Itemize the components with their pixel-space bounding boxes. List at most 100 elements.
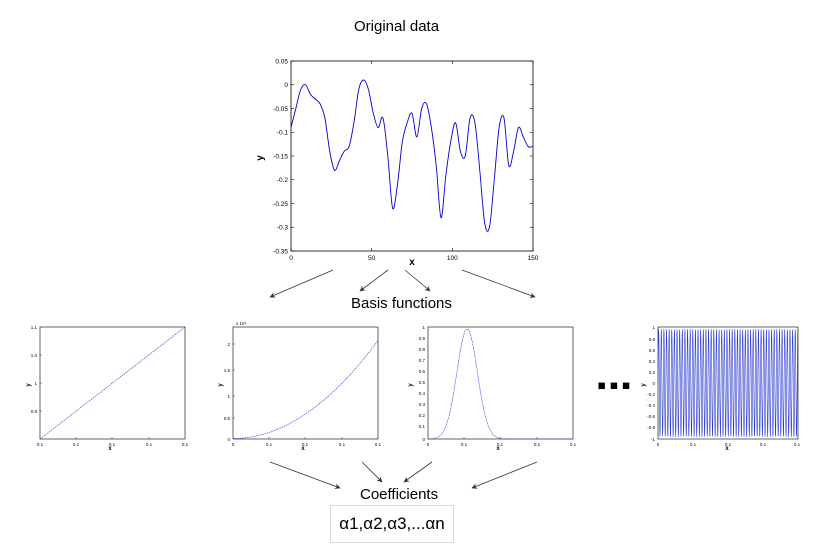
basis-plot-1-line bbox=[39, 326, 186, 440]
svg-text:0: 0 bbox=[422, 437, 425, 442]
svg-text:0.5: 0.5 bbox=[224, 416, 231, 421]
main-y-tick-label: -0.35 bbox=[273, 248, 288, 255]
arrow-to-basis-2 bbox=[359, 269, 389, 292]
svg-text:0.1: 0.1 bbox=[146, 442, 153, 447]
basis-functions-label: Basis functions bbox=[351, 295, 452, 312]
svg-text:0.6: 0.6 bbox=[419, 369, 426, 374]
svg-text:1.5: 1.5 bbox=[224, 368, 231, 373]
svg-text:0.1: 0.1 bbox=[534, 442, 541, 447]
svg-text:0.8: 0.8 bbox=[419, 347, 426, 352]
svg-text:0.1: 0.1 bbox=[109, 442, 116, 447]
arrow-to-coef-1 bbox=[269, 461, 341, 489]
svg-text:2: 2 bbox=[227, 342, 230, 347]
svg-text:-0.2: -0.2 bbox=[647, 392, 655, 397]
svg-text:-0.4: -0.4 bbox=[647, 403, 655, 408]
main-data-line bbox=[290, 79, 534, 232]
svg-text:0.4: 0.4 bbox=[419, 391, 426, 396]
main-plot-xlabel: x bbox=[409, 257, 415, 268]
main-x-tick-label: 50 bbox=[368, 255, 376, 262]
svg-text:-1: -1 bbox=[651, 437, 655, 442]
main-y-tick-label: -0.2 bbox=[277, 177, 289, 184]
svg-text:0.1: 0.1 bbox=[497, 442, 504, 447]
svg-text:0.2: 0.2 bbox=[649, 370, 656, 375]
basis-plot-2-frame bbox=[232, 326, 379, 440]
basis-plot-4-ylabel: y bbox=[641, 383, 647, 387]
coefficients-label: Coefficients bbox=[360, 486, 439, 503]
basis-plot-1-frame bbox=[39, 326, 186, 440]
basis-plot-1-xlabel: x bbox=[108, 446, 112, 452]
svg-text:0: 0 bbox=[227, 437, 230, 442]
main-y-tick-label: 0 bbox=[284, 82, 288, 89]
svg-text:0.1: 0.1 bbox=[73, 442, 80, 447]
svg-text:0.1: 0.1 bbox=[760, 442, 767, 447]
arrow-to-coef-2 bbox=[361, 461, 383, 483]
arrow-to-basis-4 bbox=[461, 269, 536, 298]
arrow-to-coef-4 bbox=[471, 461, 538, 489]
svg-text:0.1: 0.1 bbox=[339, 442, 346, 447]
svg-text:0.9: 0.9 bbox=[419, 336, 426, 341]
svg-text:0: 0 bbox=[427, 442, 430, 447]
svg-text:0.1: 0.1 bbox=[461, 442, 468, 447]
svg-text:1.0: 1.0 bbox=[31, 353, 38, 358]
arrows-to-coefficients bbox=[269, 461, 538, 489]
svg-text:0.7: 0.7 bbox=[419, 358, 426, 363]
svg-text:0.1: 0.1 bbox=[182, 442, 189, 447]
main-y-tick-label: -0.15 bbox=[273, 153, 288, 160]
arrows-to-basis bbox=[269, 269, 536, 298]
svg-text:0.1: 0.1 bbox=[690, 442, 697, 447]
svg-text:0.1: 0.1 bbox=[302, 442, 309, 447]
svg-text:0.1: 0.1 bbox=[725, 442, 732, 447]
basis-plot-4-line bbox=[657, 329, 799, 438]
main-y-tick-label: -0.05 bbox=[273, 106, 288, 113]
basis-plot-2: x 10⁴ 2 1.5 1 0.5 0 0 0.1 0.1 0.1 0.1 x … bbox=[218, 321, 382, 452]
svg-text:1.1: 1.1 bbox=[31, 325, 38, 330]
main-x-tick-label: 0 bbox=[289, 255, 293, 262]
svg-text:0.1: 0.1 bbox=[375, 442, 382, 447]
svg-text:-0.6: -0.6 bbox=[647, 414, 655, 419]
main-x-tick-label: 150 bbox=[528, 255, 539, 262]
main-y-tick-label: -0.3 bbox=[277, 225, 289, 232]
svg-text:1: 1 bbox=[227, 394, 230, 399]
svg-text:0.1: 0.1 bbox=[266, 442, 273, 447]
svg-text:-0.8: -0.8 bbox=[647, 425, 655, 430]
svg-text:0.6: 0.6 bbox=[649, 348, 656, 353]
svg-text:0.9: 0.9 bbox=[31, 409, 38, 414]
basis-plot-4: 1 0.8 0.6 0.4 0.2 0 -0.2 -0.4 -0.6 -0.8 … bbox=[641, 325, 801, 452]
svg-text:0.1: 0.1 bbox=[570, 442, 577, 447]
basis-plot-3: 1 0.9 0.8 0.7 0.6 0.5 0.4 0.3 0.2 0.1 0 … bbox=[408, 325, 577, 452]
ellipsis-icon: ▪▪▪ bbox=[597, 370, 634, 400]
svg-text:0.4: 0.4 bbox=[649, 359, 656, 364]
basis-plot-3-xlabel: x bbox=[496, 446, 500, 452]
svg-text:1: 1 bbox=[652, 325, 655, 330]
svg-text:0.2: 0.2 bbox=[419, 413, 426, 418]
svg-text:0.1: 0.1 bbox=[37, 442, 44, 447]
basis-plot-3-frame bbox=[427, 326, 574, 440]
basis-plot-2-multiplier: x 10⁴ bbox=[236, 321, 247, 326]
basis-plot-2-line bbox=[232, 340, 379, 439]
basis-plot-2-ylabel: y bbox=[218, 383, 224, 387]
svg-text:0: 0 bbox=[652, 381, 655, 386]
svg-text:0.1: 0.1 bbox=[419, 424, 426, 429]
main-plot-x-ticks: 0 50 100 150 bbox=[289, 61, 539, 262]
svg-text:1: 1 bbox=[34, 381, 37, 386]
main-plot: 0.05 0 -0.05 -0.1 -0.15 -0.2 -0.25 -0.3 -0.35 0 5… bbox=[255, 58, 539, 268]
basis-plot-2-xlabel: x bbox=[301, 446, 305, 452]
svg-text:0.5: 0.5 bbox=[419, 380, 426, 385]
basis-plot-3-ylabel: y bbox=[408, 383, 414, 387]
basis-plot-4-xlabel: x bbox=[725, 446, 729, 452]
main-x-tick-label: 100 bbox=[447, 255, 458, 262]
basis-plot-1: 1.1 1.0 1 0.9 0.1 0.1 0.1 0.1 0.1 x y bbox=[26, 325, 189, 452]
main-plot-frame bbox=[290, 60, 534, 252]
page-title: Original data bbox=[354, 18, 440, 35]
coefficients-box: α1,α2,α3,...αn bbox=[330, 505, 454, 543]
svg-text:0: 0 bbox=[232, 442, 235, 447]
main-plot-y-ticks: 0.05 0 -0.05 -0.1 -0.15 -0.2 -0.25 -0.3 -0.35 bbox=[273, 58, 533, 255]
svg-text:0.3: 0.3 bbox=[419, 402, 426, 407]
arrow-to-basis-1 bbox=[269, 269, 334, 298]
main-y-tick-label: -0.1 bbox=[277, 130, 289, 137]
basis-plot-1-ylabel: y bbox=[26, 383, 32, 387]
svg-text:0.8: 0.8 bbox=[649, 337, 656, 342]
svg-text:0.1: 0.1 bbox=[794, 442, 801, 447]
arrow-to-coef-3 bbox=[403, 461, 433, 483]
